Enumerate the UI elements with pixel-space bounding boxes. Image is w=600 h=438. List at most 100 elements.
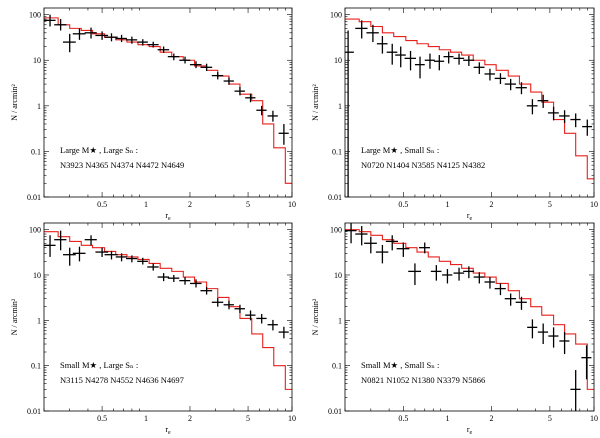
data-point (570, 113, 581, 128)
data-point (345, 30, 354, 197)
y-tick-label: 100 (29, 11, 41, 20)
data-point (223, 77, 234, 85)
x-axis-label-main: r (467, 425, 470, 434)
panel-4: 0.5 1 2 5 10 0.01 0.1 1 10 100 re N / arcmin² Small … (311, 222, 598, 436)
data-point (63, 33, 76, 53)
data-point (211, 72, 224, 80)
x-axis-label-main: r (467, 211, 470, 220)
x-tick-label: 0.5 (398, 414, 408, 423)
data-point (547, 106, 559, 121)
data-point (424, 53, 435, 69)
data-point (366, 24, 379, 43)
x-tick-label: 10 (288, 414, 296, 423)
x-axis-label-sub: e (470, 216, 473, 222)
data-point (355, 20, 368, 39)
x-axis-label-sub: e (168, 216, 171, 222)
data-point (463, 266, 475, 279)
y-tick-label: 10 (334, 271, 342, 280)
data-point (256, 105, 267, 116)
data-point (453, 53, 465, 65)
x-axis-label: re (467, 425, 473, 436)
x-tick-label: 0.5 (97, 200, 107, 209)
data-point (376, 36, 388, 54)
y-tick-label: 1 (338, 316, 342, 325)
y-axis-label: N / arcmin² (311, 84, 320, 121)
data-point (434, 55, 445, 71)
data-point (548, 327, 559, 348)
panel-annotation-line1: Large M★ , Small Sₙ : (361, 145, 439, 155)
data-point (44, 235, 56, 257)
data-point (63, 247, 76, 266)
data-point (223, 300, 234, 310)
data-point (234, 304, 245, 313)
data-point (179, 277, 191, 285)
data-point (515, 82, 527, 95)
data-point (189, 279, 202, 288)
x-tick-label: 5 (548, 200, 552, 209)
data-point (147, 263, 159, 271)
x-tick-label: 1 (445, 200, 449, 209)
data-point (104, 250, 118, 260)
data-point (44, 14, 56, 27)
data-point (386, 43, 398, 65)
y-tick-label: 100 (330, 11, 342, 20)
y-tick-label: 0.01 (27, 407, 41, 416)
y-axis-label: N / arcmin² (10, 298, 19, 335)
x-tick-label: 1 (144, 200, 148, 209)
data-point (157, 46, 170, 53)
x-tick-label: 10 (590, 200, 598, 209)
data-point (355, 226, 368, 246)
x-axis-label-sub: e (470, 430, 473, 436)
data-point (473, 272, 485, 284)
x-tick-label: 10 (288, 200, 296, 209)
y-tick-label: 0.01 (27, 193, 41, 202)
data-point (484, 68, 495, 81)
panel-frame (43, 7, 293, 198)
data-point (484, 277, 495, 289)
data-point (189, 61, 202, 69)
y-axis-label: N / arcmin² (10, 84, 19, 121)
x-axis-label-sub: e (168, 430, 171, 436)
x-tick-label: 1 (144, 414, 148, 423)
y-tick-label: 0.1 (332, 147, 342, 156)
data-point (167, 53, 180, 61)
panel-1: 0.5 1 2 5 10 0.01 0.1 1 10 100 re N / arcmin² Large … (10, 7, 296, 222)
y-tick-label: 0.1 (332, 362, 342, 371)
x-tick-label: 2 (490, 200, 494, 209)
panel-annotation-line1: Small M★ , Small Sₙ : (361, 360, 439, 370)
data-point (157, 273, 170, 282)
data-point (527, 319, 538, 339)
data-point (245, 310, 256, 321)
data-point (453, 267, 465, 281)
data-point (559, 332, 570, 355)
data-point (95, 247, 109, 257)
panel-annotation-line2: N0821 N1052 N1380 N3379 N5866 (361, 375, 485, 385)
x-tick-label: 10 (590, 414, 598, 423)
model-step-line (345, 229, 594, 390)
data-point (526, 99, 538, 115)
panel-annotation-line1: Small M★ , Large Sₙ : (60, 360, 138, 370)
y-tick-label: 1 (37, 102, 41, 111)
panel-annotation-line2: N0720 N1404 N3585 N4125 N4382 (361, 160, 485, 170)
data-point (375, 244, 389, 264)
data-point (179, 56, 191, 64)
data-point (408, 263, 421, 286)
data-point (443, 51, 454, 64)
data-point (430, 265, 442, 281)
data-point (72, 28, 86, 40)
data-point (200, 287, 213, 295)
model-step-line (44, 231, 292, 390)
panel-annotation-line2: N3115 N4278 N4552 N4636 N4697 (60, 375, 184, 385)
data-point (364, 236, 377, 254)
data-point (463, 55, 475, 66)
x-tick-label: 5 (246, 200, 250, 209)
data-point (570, 370, 581, 411)
data-point (278, 123, 289, 145)
y-tick-label: 100 (330, 226, 342, 235)
data-point (395, 46, 406, 68)
y-tick-label: 0.1 (31, 147, 41, 156)
x-tick-label: 2 (188, 414, 192, 423)
data-point (267, 110, 278, 122)
data-point (396, 242, 410, 257)
x-axis-label: re (165, 211, 171, 222)
